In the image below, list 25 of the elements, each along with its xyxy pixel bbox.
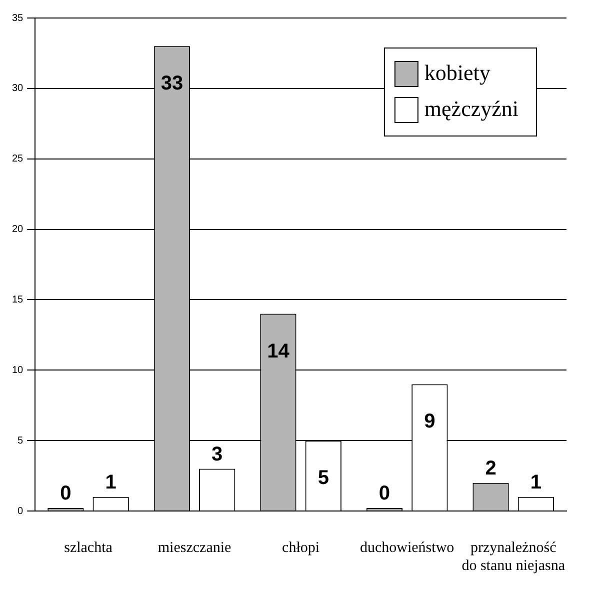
legend-label: mężczyźni	[424, 96, 518, 121]
y-tick-label: 10	[12, 364, 24, 376]
data-label: 0	[378, 482, 390, 505]
data-label: 33	[160, 72, 184, 95]
y-tick-label: 30	[12, 83, 24, 94]
y-tick-label: 20	[12, 224, 24, 236]
data-label: 2	[485, 457, 496, 480]
data-label: 14	[267, 340, 290, 362]
y-tick-label: 35	[12, 12, 24, 24]
data-label: 3	[212, 443, 223, 466]
y-tick-label: 5	[18, 435, 24, 446]
data-label: 1	[105, 471, 116, 494]
x-tick-label: szlachta	[64, 540, 113, 556]
data-label: 0	[60, 482, 72, 505]
x-tick-label: mieszczanie	[158, 540, 232, 556]
data-label: 5	[318, 467, 329, 490]
y-tick-label: 0	[18, 506, 24, 517]
data-label: 9	[424, 410, 436, 433]
legend-label: kobiety	[424, 60, 490, 85]
x-tick-label: duchowieństwo	[360, 540, 454, 556]
data-label: 1	[530, 471, 542, 494]
x-tick-label: chłopi	[282, 540, 320, 556]
x-tick-label: przynależność do stanu niejasna	[462, 540, 566, 574]
y-tick-label: 15	[12, 294, 24, 306]
y-tick-label: 25	[12, 154, 24, 165]
